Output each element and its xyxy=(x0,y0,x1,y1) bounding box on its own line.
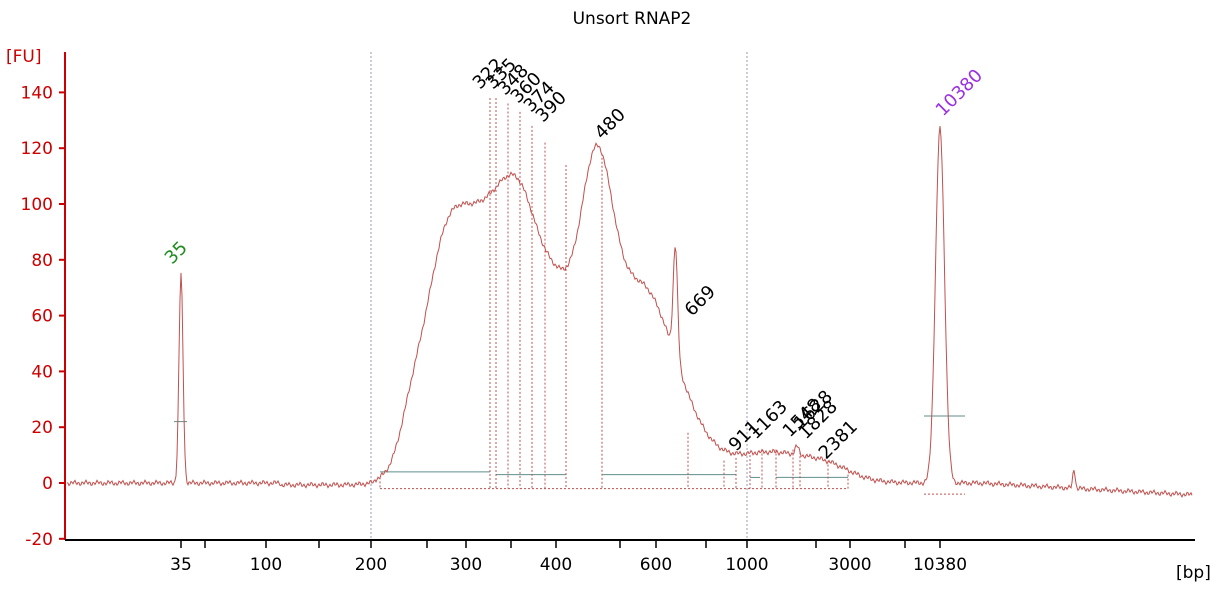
x-tick-label: 400 xyxy=(540,555,572,575)
peak-label-480: 480 xyxy=(591,104,630,143)
axes xyxy=(64,52,1195,541)
peak-label-10380: 10380 xyxy=(932,65,987,120)
x-tick-label: 300 xyxy=(450,555,482,575)
x-tick-label: 200 xyxy=(355,555,387,575)
x-tick-label: 35 xyxy=(170,555,192,575)
y-tick-label: 80 xyxy=(31,251,53,271)
y-tick-label: -20 xyxy=(25,530,53,550)
x-tick-label: 3000 xyxy=(828,555,871,575)
x-tick-label: 100 xyxy=(250,555,282,575)
peak-drop-lines xyxy=(379,97,965,495)
y-tick-label: 120 xyxy=(21,139,53,159)
fluorescence-trace xyxy=(66,126,1193,498)
x-ticks: 35 100 200 300 400 600 1000 3000 10380 xyxy=(170,540,967,575)
x-axis-label: [bp] xyxy=(1176,563,1211,583)
y-tick-label: 0 xyxy=(42,474,53,494)
y-tick-label: 100 xyxy=(21,195,53,215)
y-tick-label: 60 xyxy=(31,307,53,327)
chart-title: Unsort RNAP2 xyxy=(573,9,692,29)
x-tick-label: 600 xyxy=(640,555,672,575)
y-ticks: -20 0 20 40 60 80 100 120 140 xyxy=(21,83,65,550)
peak-label-35: 35 xyxy=(161,237,192,268)
dotted-guides xyxy=(370,52,748,540)
x-tick-label: 1000 xyxy=(725,555,768,575)
x-tick-label: 10380 xyxy=(913,555,967,575)
y-tick-label: 140 xyxy=(21,83,53,103)
peak-label-669: 669 xyxy=(681,281,720,320)
y-tick-label: 40 xyxy=(31,362,53,382)
y-axis-label: [FU] xyxy=(6,47,42,67)
y-tick-label: 20 xyxy=(31,418,53,438)
baseline-segments xyxy=(174,415,965,478)
